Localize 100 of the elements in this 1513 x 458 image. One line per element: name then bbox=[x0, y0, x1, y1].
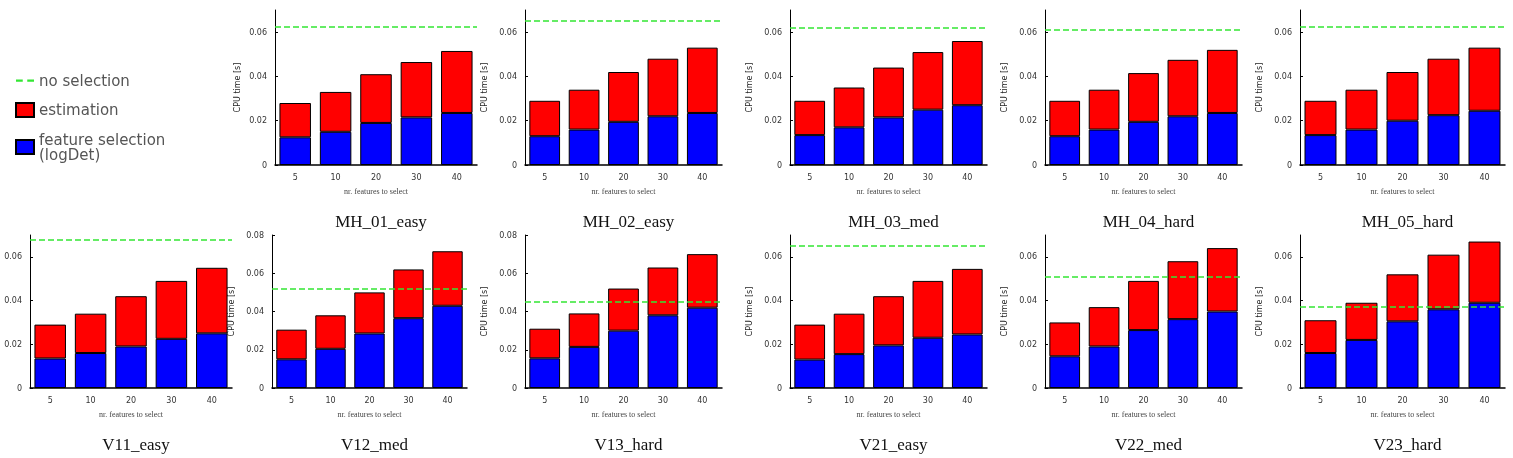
x-tick-label: 40 bbox=[451, 172, 462, 182]
x-tick-label: 30 bbox=[411, 172, 422, 182]
y-axis-title: CPU time [s] bbox=[1254, 62, 1264, 113]
y-tick-label: 0.04 bbox=[1274, 71, 1292, 81]
y-tick-label: 0 bbox=[16, 383, 22, 393]
y-tick-label: 0.06 bbox=[499, 268, 517, 278]
x-tick-label: 20 bbox=[1397, 172, 1408, 182]
x-axis-title: nr. features to select bbox=[856, 186, 922, 196]
y-tick-label: 0.06 bbox=[1274, 27, 1292, 37]
x-tick-label: 30 bbox=[403, 395, 414, 405]
x-tick-label: 10 bbox=[844, 395, 855, 405]
y-tick-label: 0.02 bbox=[1274, 339, 1292, 349]
y-tick-label: 0.06 bbox=[764, 252, 782, 262]
y-tick-label: 0 bbox=[511, 383, 517, 393]
y-tick-label: 0.04 bbox=[764, 71, 782, 81]
y-tick-label: 0.02 bbox=[499, 345, 517, 355]
x-tick-label: 10 bbox=[1356, 172, 1367, 182]
x-tick-label: 40 bbox=[697, 395, 708, 405]
y-tick-label: 0.02 bbox=[1274, 116, 1292, 126]
x-tick-label: 5 bbox=[807, 172, 813, 182]
y-tick-label: 0.04 bbox=[499, 307, 517, 316]
x-tick-label: 20 bbox=[370, 172, 382, 182]
x-tick-label: 40 bbox=[1479, 395, 1490, 405]
x-tick-label: 30 bbox=[657, 395, 668, 405]
x-tick-label: 20 bbox=[1138, 395, 1149, 405]
y-tick-label: 0.04 bbox=[764, 296, 782, 306]
y-axis-title: CPU time [s] bbox=[1254, 286, 1264, 337]
text: V13_hard bbox=[594, 435, 663, 454]
legend-label: feature selection (logDet) bbox=[39, 130, 171, 164]
x-tick-label: 10 bbox=[325, 395, 336, 405]
y-tick-label: 0 bbox=[1031, 160, 1037, 170]
y-tick-label: 0.08 bbox=[246, 230, 264, 240]
y-tick-label: 0.08 bbox=[499, 230, 517, 240]
x-tick-label: 10 bbox=[330, 172, 341, 182]
x-tick-label: 5 bbox=[807, 395, 813, 405]
x-tick-label: 20 bbox=[364, 395, 375, 405]
x-axis-title: nr. features to select bbox=[344, 186, 409, 196]
y-tick-label: 0.02 bbox=[1019, 116, 1037, 126]
text: MH_02_easy bbox=[582, 212, 675, 231]
x-axis-title: nr. features to select bbox=[856, 409, 922, 419]
x-tick-label: 20 bbox=[1397, 395, 1408, 405]
x-tick-label: 10 bbox=[579, 395, 590, 405]
y-tick-label: 0 bbox=[511, 160, 517, 170]
x-tick-label: 5 bbox=[542, 172, 548, 182]
text: MH_04_hard bbox=[1102, 212, 1195, 231]
x-axis-title: nr. features to select bbox=[1370, 409, 1436, 419]
x-tick-label: 5 bbox=[1062, 172, 1068, 182]
x-tick-label: 40 bbox=[1217, 172, 1228, 182]
y-tick-label: 0.06 bbox=[1274, 252, 1292, 262]
x-tick-label: 5 bbox=[288, 395, 295, 405]
x-tick-label: 30 bbox=[922, 395, 933, 405]
y-tick-label: 0.06 bbox=[499, 27, 517, 37]
y-tick-label: 0.04 bbox=[1274, 296, 1292, 306]
y-tick-label: 0.06 bbox=[1019, 252, 1037, 262]
y-tick-label: 0.02 bbox=[764, 116, 782, 126]
x-tick-label: 40 bbox=[697, 172, 708, 182]
y-tick-label: 0.06 bbox=[246, 268, 264, 278]
x-tick-label: 40 bbox=[962, 395, 973, 405]
x-tick-label: 10 bbox=[1356, 395, 1367, 405]
x-tick-label: 5 bbox=[1317, 172, 1324, 182]
y-tick-label: 0.02 bbox=[4, 339, 22, 349]
x-tick-label: 5 bbox=[292, 172, 298, 182]
x-tick-label: 40 bbox=[442, 395, 453, 405]
text: V21_easy bbox=[859, 435, 928, 454]
x-axis-title: nr. features to select bbox=[591, 186, 657, 196]
x-axis-title: nr. features to select bbox=[1111, 409, 1177, 419]
y-tick-label: 0.02 bbox=[764, 339, 782, 349]
x-tick-label: 20 bbox=[1138, 172, 1149, 182]
y-axis-title: CPU time [s] bbox=[999, 62, 1009, 113]
y-tick-label: 0.04 bbox=[1019, 71, 1037, 81]
y-tick-label: 0.04 bbox=[4, 296, 22, 306]
x-tick-label: 30 bbox=[1177, 172, 1188, 182]
y-axis-title: CPU time [s] bbox=[744, 62, 754, 113]
x-tick-label: 5 bbox=[542, 395, 548, 405]
x-tick-label: 30 bbox=[166, 395, 177, 405]
y-tick-label: 0.06 bbox=[249, 27, 267, 37]
x-tick-label: 40 bbox=[962, 172, 973, 182]
text: V11_easy bbox=[102, 435, 171, 454]
x-tick-label: 10 bbox=[1099, 172, 1110, 182]
y-tick-label: 0 bbox=[776, 383, 782, 393]
legend-label: no selection bbox=[39, 71, 130, 90]
y-tick-label: 0.02 bbox=[1019, 339, 1037, 349]
y-tick-label: 0 bbox=[258, 383, 264, 393]
x-tick-label: 5 bbox=[1062, 395, 1068, 405]
y-tick-label: 0.02 bbox=[249, 116, 267, 126]
y-tick-label: 0.04 bbox=[1019, 296, 1037, 306]
y-tick-label: 0 bbox=[1031, 383, 1037, 393]
x-axis-title: nr. features to select bbox=[591, 409, 657, 419]
y-tick-label: 0 bbox=[261, 160, 267, 170]
y-axis-title: CPU time [s] bbox=[479, 286, 489, 337]
x-tick-label: 20 bbox=[125, 395, 137, 405]
x-tick-label: 20 bbox=[618, 395, 629, 405]
x-tick-label: 20 bbox=[618, 172, 629, 182]
y-tick-label: 0 bbox=[1286, 160, 1292, 170]
y-tick-label: 0 bbox=[1286, 383, 1292, 393]
x-axis-title: nr. features to select bbox=[1370, 186, 1436, 196]
x-tick-label: 20 bbox=[883, 395, 894, 405]
text: MH_03_med bbox=[848, 212, 940, 231]
x-tick-label: 40 bbox=[1479, 172, 1490, 182]
x-tick-label: 5 bbox=[1317, 395, 1324, 405]
